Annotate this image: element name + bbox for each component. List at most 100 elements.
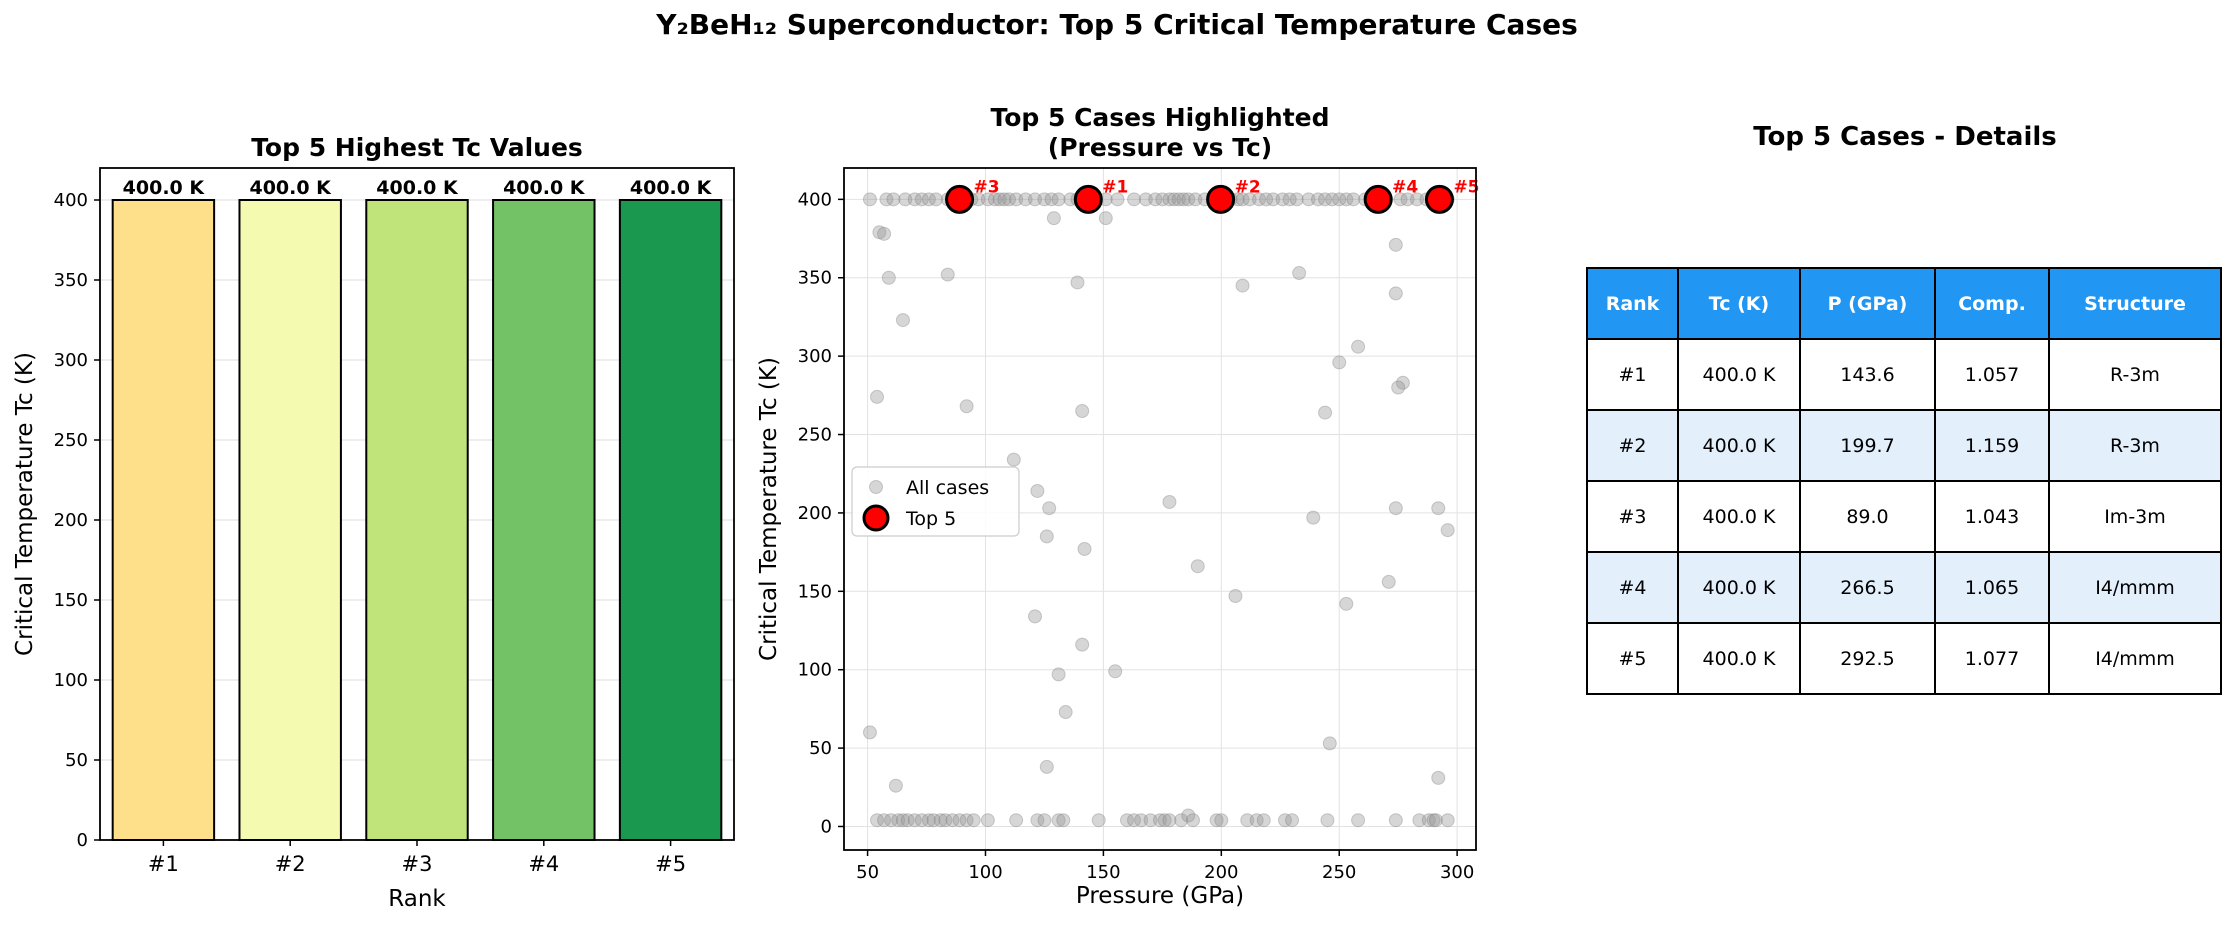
scatter-point <box>1009 192 1024 207</box>
top5-point-label: #1 <box>1102 177 1128 197</box>
y-tick-label: 50 <box>809 738 832 759</box>
top5-point <box>1206 184 1236 214</box>
scatter-point <box>1030 813 1045 828</box>
table-cell: 1.159 <box>1934 409 2050 482</box>
scatter-point <box>879 192 894 207</box>
scatter-point <box>1091 813 1106 828</box>
scatter-point <box>1426 813 1441 828</box>
table-header-row: Rank Tc (K) P (GPa) Comp. Structure <box>1586 267 2222 340</box>
y-tick-label: 400 <box>54 190 88 211</box>
table-cell: 400.0 K <box>1677 409 1801 482</box>
scatter-point <box>1289 192 1304 207</box>
scatter-point <box>1110 192 1125 207</box>
bar <box>492 199 596 841</box>
scatter-point <box>870 389 885 404</box>
scatter-point <box>1171 192 1186 207</box>
table-cell: #4 <box>1586 551 1679 624</box>
scatter-point <box>1039 759 1054 774</box>
scatter-point <box>1153 813 1167 828</box>
table-header-cell: Rank <box>1586 267 1679 340</box>
scatter-point <box>1181 808 1196 823</box>
bar <box>365 199 469 841</box>
scatter-point <box>928 192 943 207</box>
y-tick-label: 350 <box>798 268 832 289</box>
scatter-point <box>926 813 941 828</box>
legend-marker-top5 <box>862 504 890 532</box>
scatter-point <box>1332 355 1347 370</box>
bar <box>238 199 342 841</box>
y-tick-label: 0 <box>821 816 832 837</box>
scatter-point <box>1320 813 1335 828</box>
table-title: Top 5 Cases - Details <box>1753 122 2057 152</box>
scatter-point <box>1190 559 1205 574</box>
scatter-point <box>1421 813 1436 828</box>
table-cell: I4/mmm <box>2048 622 2222 695</box>
scatter-point <box>952 813 967 828</box>
bar-value-label: 400.0 K <box>123 177 206 199</box>
scatter-point <box>1388 501 1403 516</box>
scatter-point <box>1157 813 1172 828</box>
legend-frame <box>851 466 1020 537</box>
chart-title: Top 5 Highest Tc Values <box>251 133 583 162</box>
table-cell: 292.5 <box>1799 622 1936 695</box>
scatter-point <box>1037 813 1052 828</box>
scatter-point <box>1240 813 1255 828</box>
x-tick-label: #1 <box>148 852 179 876</box>
table-cell: 1.077 <box>1934 622 2050 695</box>
scatter-point <box>1388 286 1403 301</box>
table-header-cell: Structure <box>2048 267 2222 340</box>
scatter-point <box>1028 609 1043 624</box>
x-tick-label: 200 <box>1204 862 1238 883</box>
scatter-point <box>1127 192 1142 207</box>
scatter-point <box>959 399 974 414</box>
scatter-point <box>1311 192 1325 207</box>
table-row: #2 400.0 K 199.7 1.159 R-3m <box>1586 409 2222 482</box>
table-cell: 143.6 <box>1799 338 1936 411</box>
scatter-chart: #1 #2 #3 #4 #5 50 100 150 200 250 300 0 50 100 150 200 2… <box>756 103 1480 909</box>
scatter-point <box>1155 192 1170 207</box>
top5-point <box>945 184 975 214</box>
y-tick-label: 250 <box>798 425 832 446</box>
bar-value-label: 400.0 K <box>630 177 713 199</box>
scatter-point <box>945 813 960 828</box>
scatter-point <box>881 270 896 285</box>
scatter-point <box>1285 813 1300 828</box>
x-tick-label: #2 <box>275 852 306 876</box>
scatter-point <box>888 778 903 793</box>
scatter-point <box>966 813 981 828</box>
scatter-point <box>1162 192 1177 207</box>
scatter-point <box>1119 813 1134 828</box>
plot-frame <box>99 167 735 841</box>
scatter-point <box>1346 192 1361 207</box>
y-tick-label: 100 <box>54 670 88 691</box>
chart-title: (Pressure vs Tc) <box>1048 133 1272 162</box>
legend-marker-all-cases <box>869 480 883 494</box>
scatter-point <box>1228 589 1243 604</box>
chart-title: Top 5 Cases Highlighted <box>990 103 1329 132</box>
scatter-point <box>1306 510 1321 525</box>
table-cell: #5 <box>1586 622 1679 695</box>
table-cell: #3 <box>1586 480 1679 553</box>
scatter-point <box>862 192 877 207</box>
scatter-point <box>1077 541 1092 556</box>
scatter-point <box>1412 813 1427 828</box>
y-tick-label: 250 <box>54 430 88 451</box>
table-row: #1 400.0 K 143.6 1.057 R-3m <box>1586 338 2222 411</box>
scatter-point <box>891 813 906 828</box>
x-tick-label: 100 <box>968 862 1002 883</box>
scatter-point <box>1388 813 1403 828</box>
top5-point-label: #5 <box>1453 177 1479 197</box>
scatter-point <box>1075 404 1090 419</box>
x-tick-label: #3 <box>402 852 433 876</box>
scatter-point <box>1188 192 1203 207</box>
scatter-point <box>1058 705 1073 720</box>
scatter-point <box>1042 501 1057 516</box>
bar-value-label: 400.0 K <box>503 177 586 199</box>
x-tick-label: 150 <box>1086 862 1120 883</box>
scatter-point <box>1143 813 1158 828</box>
scatter-point <box>1127 813 1142 828</box>
scatter-point <box>997 192 1012 207</box>
y-tick-label: 150 <box>798 581 832 602</box>
table-cell: R-3m <box>2048 409 2222 482</box>
table-cell: 400.0 K <box>1677 622 1801 695</box>
